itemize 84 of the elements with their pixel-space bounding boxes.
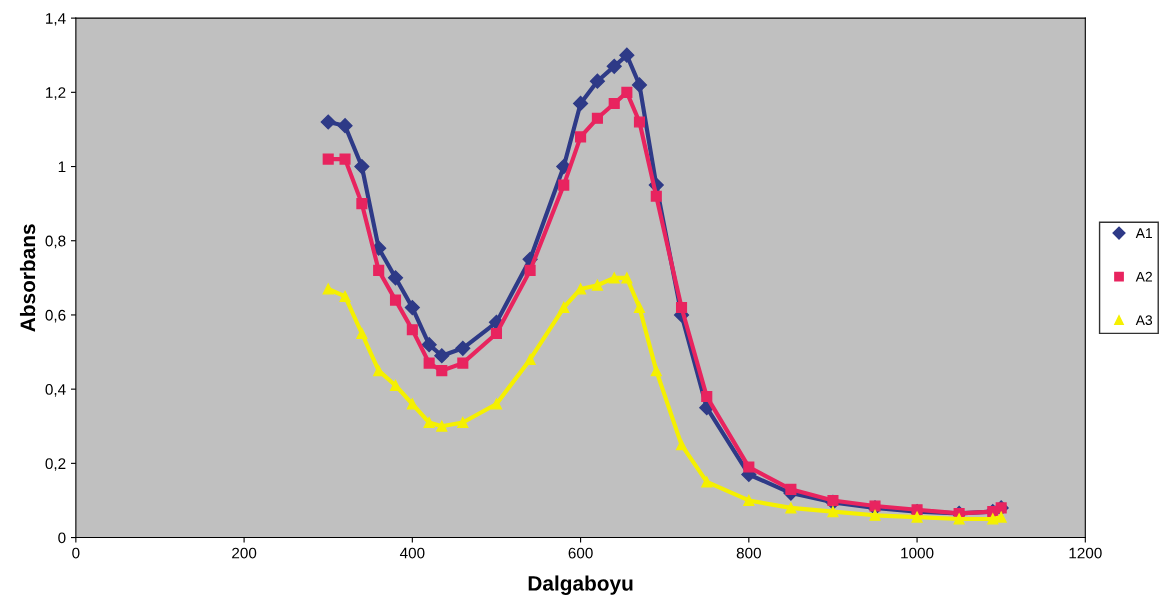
point xyxy=(457,357,469,369)
point xyxy=(785,483,797,495)
point xyxy=(701,391,713,403)
point xyxy=(575,283,587,295)
point xyxy=(911,511,923,523)
point xyxy=(389,294,402,306)
point xyxy=(743,494,755,507)
point xyxy=(423,357,435,369)
x-tick-label: 0 xyxy=(72,547,80,559)
point xyxy=(490,327,503,340)
point xyxy=(524,353,536,366)
point xyxy=(953,513,965,525)
point xyxy=(621,272,633,284)
point xyxy=(490,398,503,410)
point xyxy=(675,439,688,451)
x-tick-label: 200 xyxy=(232,547,257,559)
x-tick-label: 400 xyxy=(399,547,425,559)
point xyxy=(356,198,368,210)
point xyxy=(631,77,648,93)
point xyxy=(373,264,385,276)
point xyxy=(337,118,353,134)
point xyxy=(339,290,351,302)
legend-label: A3 xyxy=(1135,315,1153,326)
point xyxy=(785,502,797,514)
point xyxy=(743,461,755,473)
y-tick-label: 1,2 xyxy=(46,87,66,100)
point xyxy=(524,264,536,276)
point xyxy=(911,504,923,516)
point xyxy=(621,86,633,98)
point xyxy=(827,506,839,518)
point xyxy=(575,131,587,143)
point xyxy=(436,420,448,432)
point xyxy=(354,158,370,175)
point xyxy=(356,327,368,340)
point xyxy=(995,511,1007,523)
point xyxy=(619,47,635,63)
point xyxy=(404,299,420,316)
point xyxy=(608,272,620,284)
point xyxy=(608,97,620,110)
point xyxy=(320,114,336,130)
x-tick-label: 1000 xyxy=(901,547,934,559)
point xyxy=(650,190,662,202)
point xyxy=(322,283,334,295)
y-tick-label: 0,6 xyxy=(45,309,66,323)
point xyxy=(675,301,688,314)
point xyxy=(589,73,605,89)
x-tick-label: 600 xyxy=(568,547,593,559)
point xyxy=(827,494,839,507)
x-tick-label: 800 xyxy=(736,547,761,559)
point xyxy=(633,116,646,128)
point xyxy=(591,279,603,291)
point xyxy=(455,340,471,356)
y-tick-label: 1,4 xyxy=(46,13,66,26)
point xyxy=(633,301,646,314)
y-tick-label: 0 xyxy=(58,532,66,544)
point xyxy=(869,500,881,512)
y-tick-label: 0,4 xyxy=(45,384,66,397)
point xyxy=(457,416,469,429)
legend-label: A1 xyxy=(1135,228,1152,238)
x-tick-label: 1200 xyxy=(1069,547,1102,559)
y-axis-title: Absorbans xyxy=(19,224,36,332)
point xyxy=(436,365,448,377)
point xyxy=(322,153,334,165)
x-axis-title: Dalgaboyu xyxy=(528,575,633,595)
point xyxy=(987,513,999,525)
point xyxy=(869,509,881,521)
point xyxy=(423,416,435,429)
point xyxy=(573,95,589,112)
point xyxy=(558,301,570,314)
point xyxy=(606,58,622,74)
point xyxy=(387,270,404,286)
point xyxy=(434,348,450,364)
point xyxy=(406,398,418,410)
point xyxy=(421,337,437,353)
point xyxy=(558,179,570,191)
point xyxy=(591,112,603,124)
y-tick-label: 0,2 xyxy=(45,458,66,471)
point xyxy=(406,324,418,336)
point xyxy=(339,153,351,165)
y-tick-label: 1 xyxy=(58,161,66,173)
legend-label: A2 xyxy=(1135,271,1152,282)
point xyxy=(650,365,662,377)
point xyxy=(701,476,713,488)
y-tick-label: 0,8 xyxy=(45,235,66,249)
